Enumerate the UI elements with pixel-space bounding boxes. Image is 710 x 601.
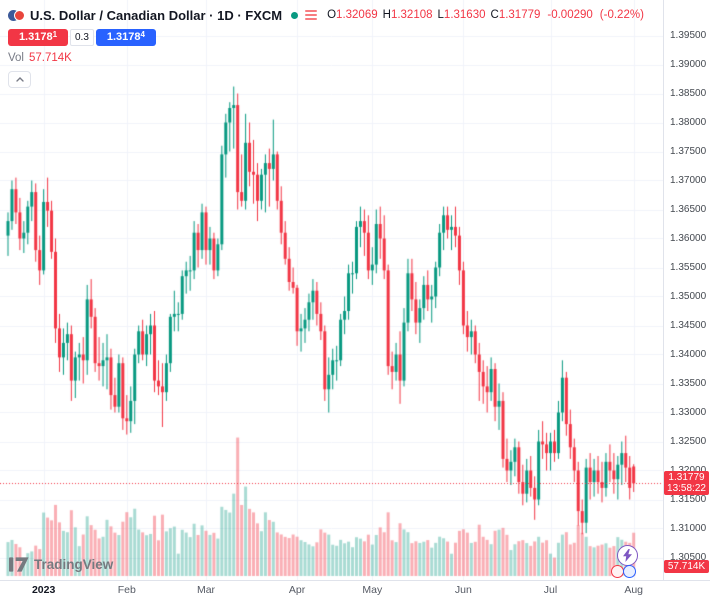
time-axis-label: Apr bbox=[288, 584, 306, 596]
chart-legend: U.S. Dollar / Canadian Dollar · 1D · FXC… bbox=[8, 6, 644, 88]
price-axis-label: 1.34500 bbox=[670, 319, 707, 331]
change-value: -0.00290 bbox=[547, 9, 593, 21]
price-axis-label: 1.35500 bbox=[670, 261, 707, 273]
volume-legend-row: Vol 57.714K bbox=[8, 52, 644, 64]
chevron-up-icon bbox=[15, 77, 24, 82]
time-axis-label: Jul bbox=[543, 584, 558, 596]
price-axis-label: 1.31500 bbox=[670, 493, 707, 505]
price-axis-label: 1.39000 bbox=[670, 58, 707, 70]
price-axis-label: 1.31000 bbox=[670, 522, 707, 534]
time-axis-label: Feb bbox=[117, 584, 136, 596]
time-axis-label: 2023 bbox=[31, 584, 56, 596]
price-axis-label: 1.33500 bbox=[670, 377, 707, 389]
price-axis-label: 1.39500 bbox=[670, 29, 707, 41]
flash-boost-button[interactable] bbox=[617, 545, 638, 566]
time-axis[interactable]: 2023 Feb Mar Apr May Jun Jul Aug bbox=[0, 580, 710, 601]
last-price-badge: 1.31779 13:58:22 bbox=[664, 471, 709, 496]
price-axis-label: 1.37000 bbox=[670, 174, 707, 186]
price-axis-label: 1.32000 bbox=[670, 464, 707, 476]
quick-menu-icon[interactable] bbox=[305, 9, 318, 21]
price-axis-label: 1.33000 bbox=[670, 406, 707, 418]
price-axis-label: 1.34000 bbox=[670, 348, 707, 360]
bid-ask-row: 1.3178 1 0.3 1.3178 4 bbox=[8, 29, 644, 46]
low-value: 1.31630 bbox=[443, 9, 486, 21]
price-axis-label: 1.36000 bbox=[670, 232, 707, 244]
volume-axis-value: 57.714K bbox=[667, 561, 706, 572]
price-axis-label: 1.32500 bbox=[670, 435, 707, 447]
volume-axis-badge: 57.714K bbox=[664, 560, 709, 573]
price-axis-label: 1.35000 bbox=[670, 290, 707, 302]
price-axis-label: 1.38500 bbox=[670, 87, 707, 99]
blue-reaction-icon bbox=[623, 565, 636, 578]
price-axis-label: 1.30500 bbox=[670, 551, 707, 563]
volume-label: Vol bbox=[8, 52, 24, 64]
price-axis-label: 1.38000 bbox=[670, 116, 707, 128]
reactions-minds-button[interactable] bbox=[611, 565, 641, 579]
sell-button[interactable]: 1.3178 1 bbox=[8, 29, 68, 46]
price-axis-label: 1.36500 bbox=[670, 203, 707, 215]
tradingview-attribution-link[interactable]: TradingView bbox=[9, 557, 113, 572]
close-value: 1.31779 bbox=[498, 9, 541, 21]
time-axis-label: Jun bbox=[454, 584, 472, 596]
bar-countdown: 13:58:22 bbox=[667, 483, 706, 495]
lightning-bolt-icon bbox=[623, 549, 632, 562]
time-axis-label: Aug bbox=[624, 584, 644, 596]
last-price-value: 1.31779 bbox=[668, 472, 705, 484]
high-value: 1.32108 bbox=[390, 9, 433, 21]
buy-button[interactable]: 1.3178 4 bbox=[95, 29, 156, 46]
watermark-text: TradingView bbox=[34, 557, 114, 572]
open-value: 1.32069 bbox=[336, 9, 378, 21]
spread-value: 0.3 bbox=[70, 29, 94, 46]
change-percent: (-0.22%) bbox=[599, 9, 644, 21]
time-axis-label: Mar bbox=[196, 584, 216, 596]
tradingview-logo-icon bbox=[9, 557, 29, 572]
time-axis-label: May bbox=[362, 584, 383, 596]
symbol-logo-icon bbox=[8, 9, 25, 22]
price-axis-label: 1.37500 bbox=[670, 145, 707, 157]
volume-value: 57.714K bbox=[29, 52, 72, 64]
ohlc-values: O1.32069 H1.32108 L1.31630 C1.31779 -0.0… bbox=[327, 9, 644, 21]
legend-collapse-button[interactable] bbox=[8, 71, 31, 88]
symbol-title[interactable]: U.S. Dollar / Canadian Dollar · 1D · FXC… bbox=[30, 7, 283, 23]
legend-title-row: U.S. Dollar / Canadian Dollar · 1D · FXC… bbox=[8, 6, 644, 24]
market-status-icon bbox=[291, 11, 299, 19]
